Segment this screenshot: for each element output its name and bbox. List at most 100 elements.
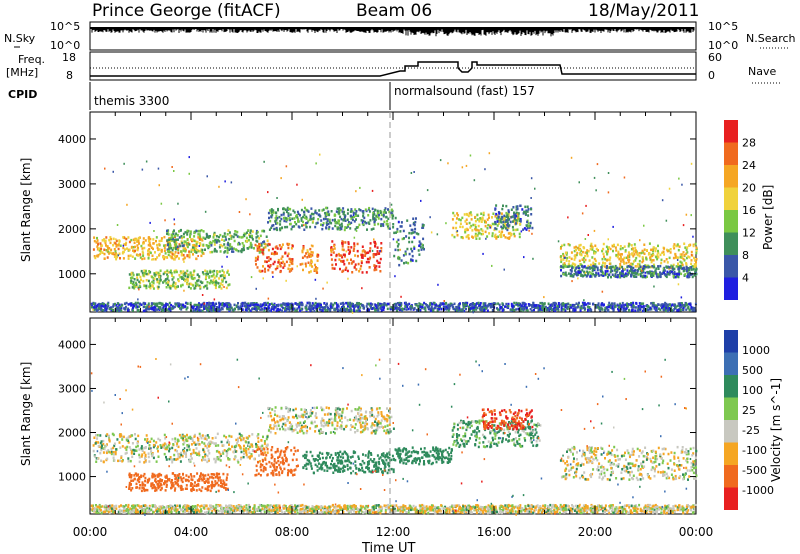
heatmap-cell: [574, 270, 577, 274]
heatmap-cell: [660, 258, 663, 262]
heatmap-cell: [530, 304, 533, 307]
heatmap-cell: [662, 250, 665, 253]
heatmap-cell: [246, 309, 248, 313]
heatmap-cell: [583, 301, 586, 305]
heatmap-cell: [412, 231, 415, 234]
heatmap-cell: [331, 263, 334, 267]
heatmap-cell: [573, 273, 576, 276]
heatmap-cell: [362, 305, 365, 308]
heatmap-cell: [142, 242, 144, 245]
heatmap-cell: [567, 306, 570, 309]
heatmap-cell: [607, 304, 610, 307]
heatmap-cell: [526, 205, 529, 208]
heatmap-cell: [337, 252, 340, 256]
heatmap-cell: [358, 223, 361, 227]
heatmap-cell: [632, 274, 635, 278]
heatmap-cell: [607, 273, 610, 277]
heatmap-cell: [692, 244, 695, 248]
heatmap-cell: [597, 306, 599, 309]
heatmap-cell: [127, 309, 129, 312]
heatmap-cell: [516, 228, 519, 231]
heatmap-cell: [644, 274, 647, 278]
heatmap-cell: [592, 265, 595, 268]
heatmap-cell: [635, 250, 637, 254]
heatmap-cell: [638, 263, 641, 266]
heatmap-cell: [591, 266, 594, 270]
heatmap-cell: [186, 242, 188, 245]
heatmap-cell: [686, 267, 689, 270]
heatmap-cell: [577, 272, 580, 276]
heatmap-cell: [429, 307, 432, 311]
heatmap-cell: [203, 302, 205, 305]
heatmap-cell: [219, 250, 222, 253]
heatmap-cell: [498, 230, 501, 233]
heatmap-cell: [268, 265, 271, 269]
heatmap-cell: [247, 238, 250, 242]
heatmap-cell: [570, 156, 573, 159]
heatmap-cell: [369, 302, 372, 305]
heatmap-cell: [122, 257, 125, 260]
heatmap-cell: [375, 307, 378, 311]
heatmap-cell: [185, 301, 188, 305]
heatmap-cell: [147, 256, 150, 260]
heatmap-cell: [558, 304, 561, 307]
heatmap-cell: [519, 222, 522, 226]
heatmap-cell: [213, 283, 216, 287]
heatmap-cell: [474, 232, 477, 236]
heatmap-cell: [353, 309, 356, 312]
heatmap-cell: [134, 301, 137, 305]
heatmap-cell: [344, 309, 347, 312]
heatmap-cell: [632, 301, 635, 305]
heatmap-cell: [349, 249, 352, 252]
heatmap-cell: [168, 305, 171, 309]
heatmap-cell: [268, 303, 271, 306]
heatmap-cell: [105, 305, 108, 309]
heatmap-cell: [307, 307, 310, 310]
heatmap-cell: [434, 304, 437, 308]
heatmap-cell: [650, 260, 653, 264]
heatmap-cell: [601, 249, 604, 253]
heatmap-cell: [218, 246, 221, 249]
heatmap-cell: [119, 257, 121, 260]
heatmap-cell: [343, 211, 345, 214]
heatmap-cell: [208, 242, 211, 245]
heatmap-cell: [275, 226, 278, 230]
heatmap-cell: [510, 302, 513, 306]
heatmap-cell: [268, 228, 271, 231]
heatmap-cell: [204, 237, 207, 240]
heatmap-cell: [162, 281, 165, 284]
heatmap-cell: [357, 306, 360, 309]
heatmap-cell: [189, 233, 192, 236]
heatmap-cell: [470, 303, 473, 306]
heatmap-cell: [603, 265, 606, 268]
heatmap-cell: [137, 236, 140, 240]
heatmap-cell: [379, 306, 382, 309]
heatmap-cell: [110, 308, 113, 312]
heatmap-cell: [297, 218, 300, 221]
heatmap-cell: [467, 214, 470, 218]
heatmap-cell: [325, 221, 328, 224]
heatmap-cell: [481, 229, 484, 232]
heatmap-cell: [347, 241, 350, 244]
heatmap-cell: [267, 242, 270, 246]
heatmap-cell: [469, 303, 471, 307]
heatmap-cell: [213, 231, 216, 235]
heatmap-cell: [411, 250, 414, 253]
heatmap-cell: [408, 252, 411, 256]
heatmap-cell: [221, 302, 224, 306]
heatmap-cell: [212, 309, 215, 313]
heatmap-cell: [613, 274, 615, 278]
heatmap-cell: [330, 302, 333, 305]
heatmap-cell: [394, 303, 397, 307]
heatmap-cell: [138, 280, 141, 284]
heatmap-cell: [677, 302, 680, 305]
heatmap-cell: [289, 207, 292, 211]
heatmap-cell: [481, 216, 484, 219]
heatmap-cell: [293, 217, 296, 220]
heatmap-cell: [178, 302, 180, 305]
heatmap-cell: [652, 253, 655, 257]
heatmap-cell: [362, 215, 365, 218]
heatmap-cell: [178, 273, 181, 277]
heatmap-cell: [582, 256, 585, 260]
heatmap-cell: [331, 306, 334, 309]
